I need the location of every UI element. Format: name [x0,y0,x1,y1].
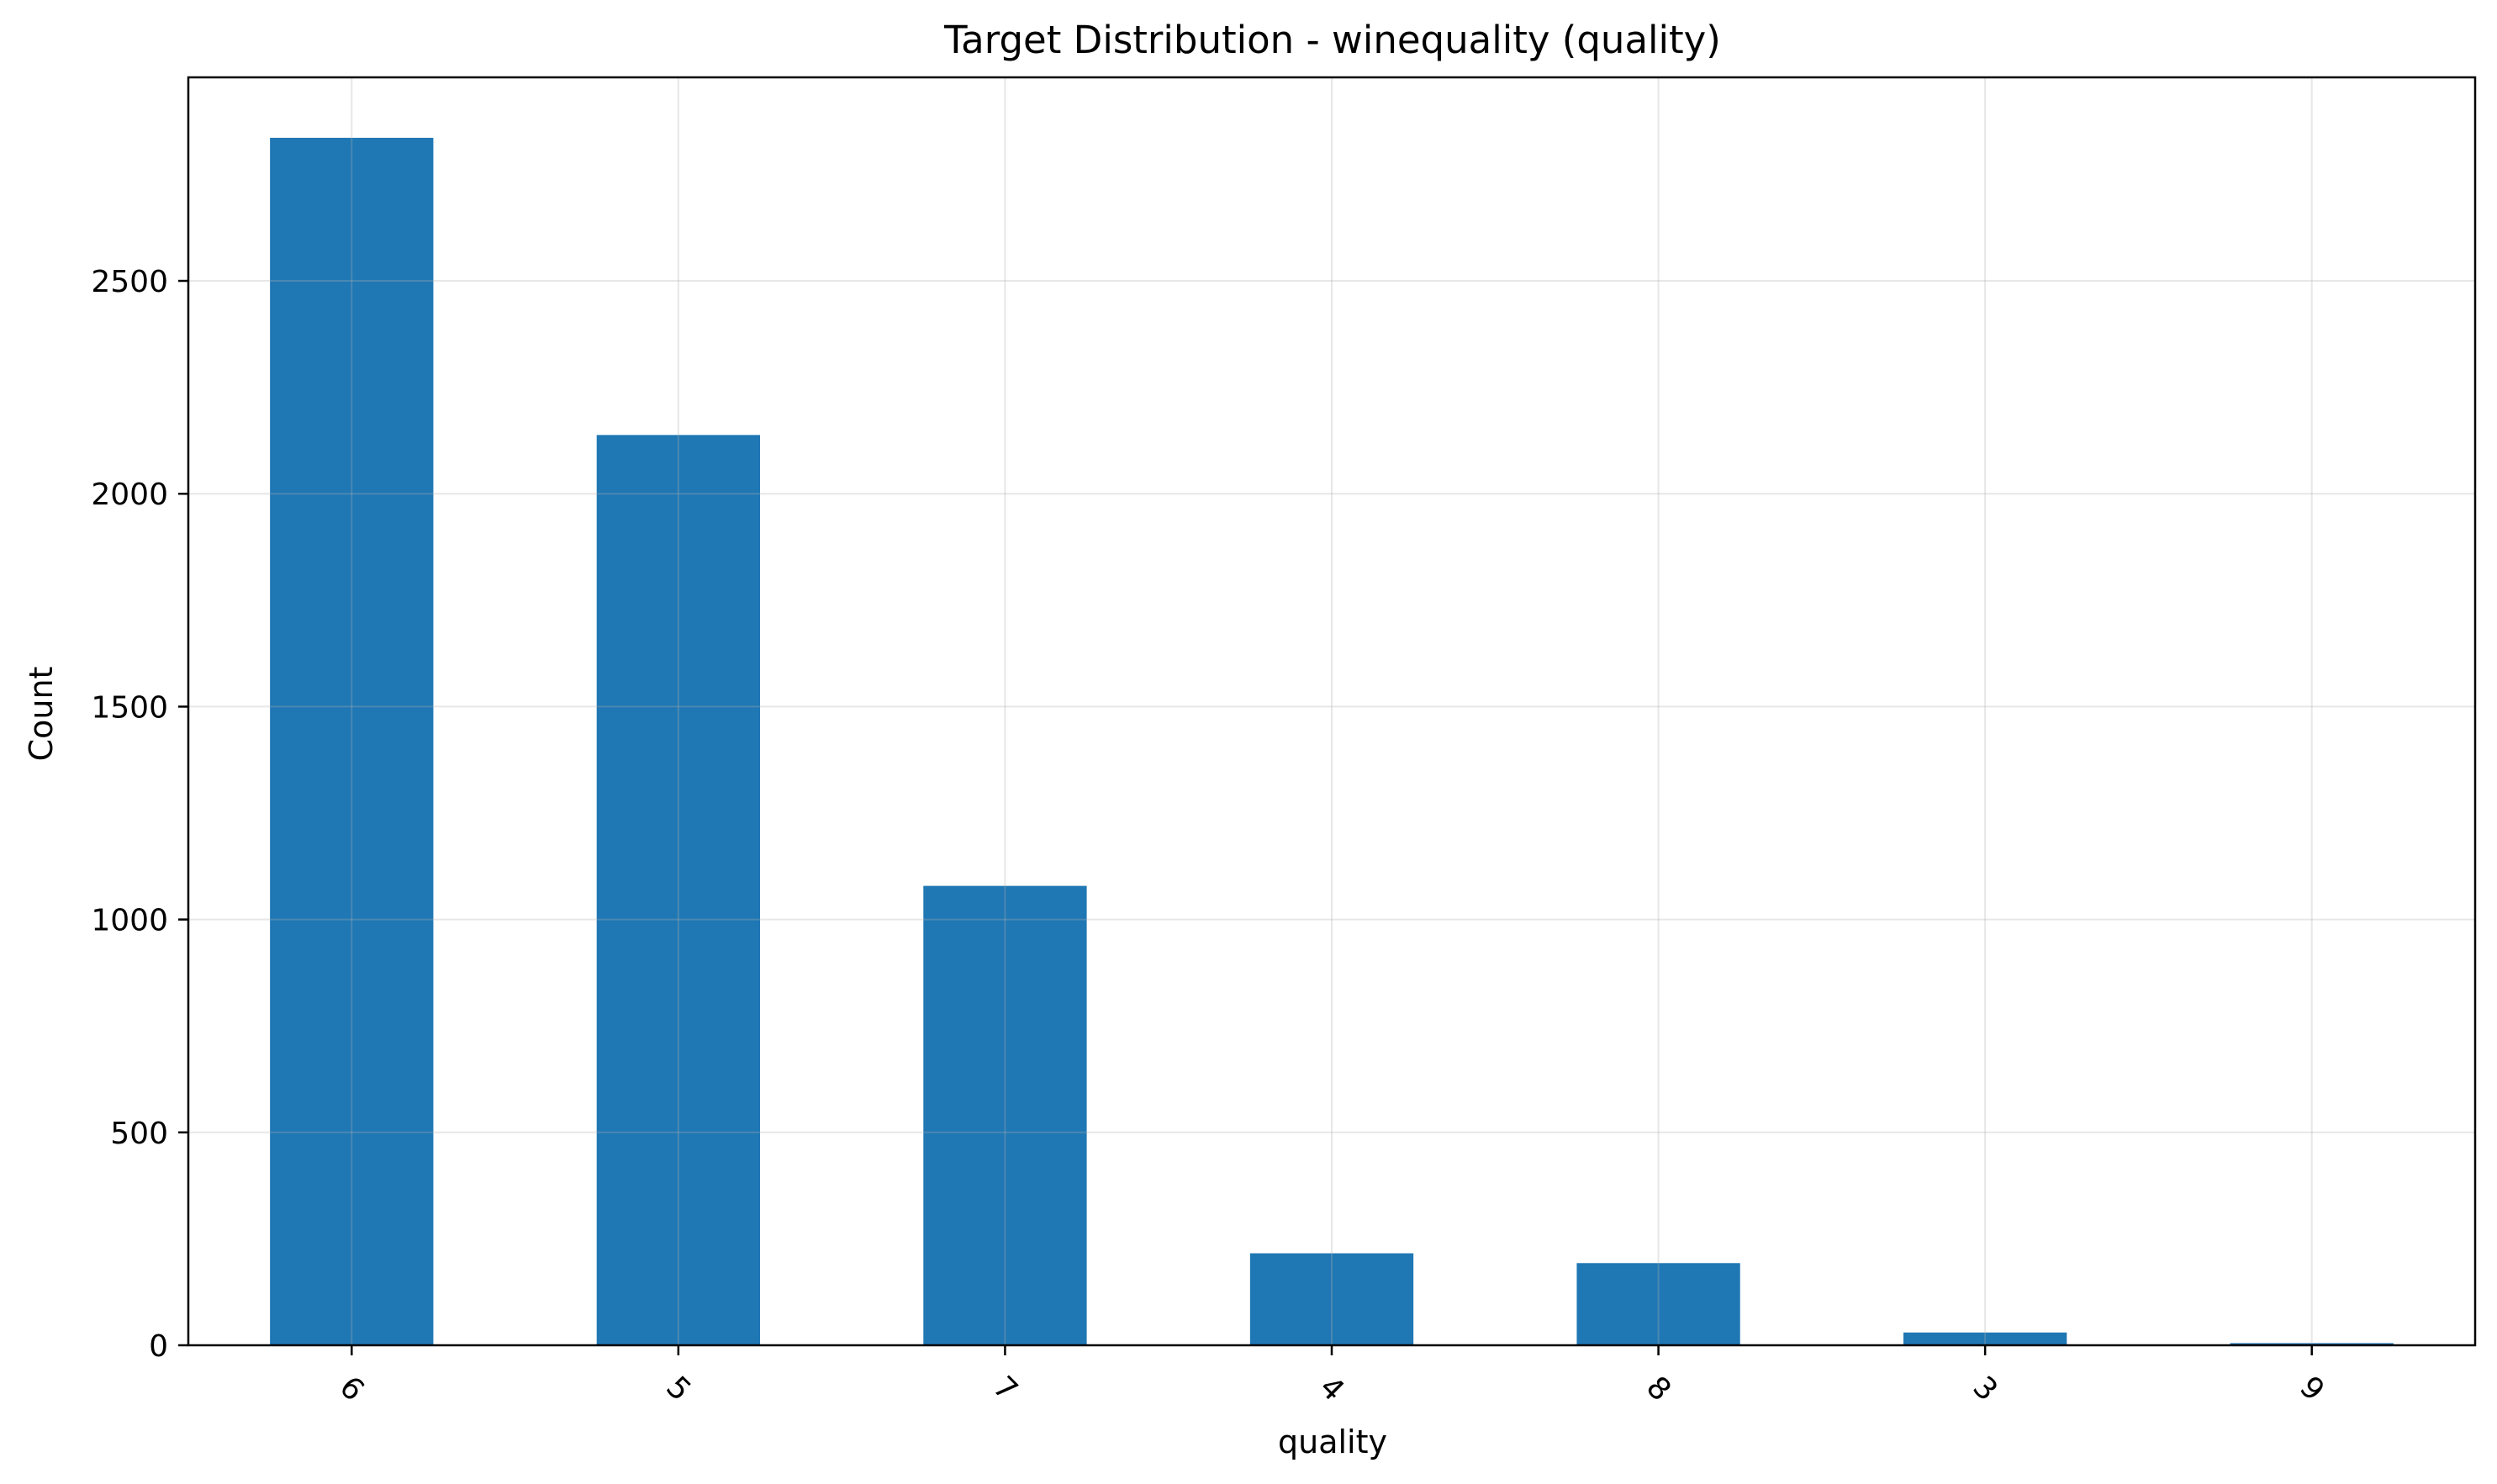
bar-6 [270,137,434,1345]
y-tick-label: 500 [110,1117,168,1151]
x-tick-label: 6 [333,1370,371,1407]
x-tick-label: 8 [1639,1370,1677,1407]
x-axis-label: quality [1278,1423,1387,1460]
x-tick-label: 5 [659,1370,697,1407]
bar-7 [923,885,1087,1345]
bar-5 [596,435,760,1345]
bar-4 [1249,1253,1414,1345]
ticks: 0 500 1000 1500 2000 2500 6 5 7 4 8 3 9 [91,265,2331,1408]
bar-8 [1576,1263,1740,1345]
x-tick-label: 4 [1312,1370,1350,1407]
y-tick-label: 1000 [91,904,168,938]
y-tick-label: 1500 [91,690,168,725]
x-tick-label: 7 [986,1370,1024,1407]
y-axis-label: Count [23,667,60,762]
y-tick-label: 2500 [91,265,168,299]
y-tick-label: 2000 [91,478,168,512]
x-tick-label: 3 [1966,1370,2004,1407]
bar-3 [1903,1332,2067,1345]
x-tick-label: 9 [2293,1370,2331,1407]
bars [270,137,2394,1345]
grid-lines [188,77,2475,1346]
bar-9 [2230,1343,2394,1345]
chart-title: Target Distribution - winequality (quali… [943,18,1721,62]
y-tick-label: 0 [149,1329,168,1364]
